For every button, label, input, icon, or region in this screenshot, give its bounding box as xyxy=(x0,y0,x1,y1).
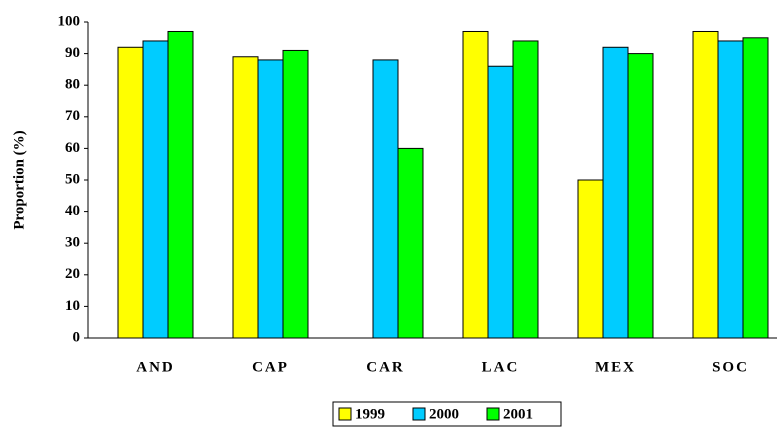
bar xyxy=(577,179,604,339)
bar xyxy=(717,40,744,339)
y-tick-label: 20 xyxy=(65,266,80,282)
bar xyxy=(167,30,194,339)
y-tick-label: 70 xyxy=(65,108,80,124)
y-tick-label: 100 xyxy=(58,13,81,29)
bar xyxy=(372,59,399,339)
bar xyxy=(117,46,144,339)
x-tick-label: CAP xyxy=(252,359,289,375)
y-tick-label: 90 xyxy=(65,45,80,61)
bar xyxy=(512,40,539,339)
bar xyxy=(692,30,719,339)
x-tick-label: MEX xyxy=(595,359,636,375)
bar xyxy=(257,59,284,339)
y-tick-label: 80 xyxy=(65,77,80,93)
bar xyxy=(602,46,629,339)
y-tick-label: 10 xyxy=(65,298,80,314)
bar xyxy=(282,49,309,339)
y-axis-label: Proportion (%) xyxy=(11,130,27,229)
legend-swatch xyxy=(486,407,500,421)
x-tick-label: SOC xyxy=(712,359,749,375)
bar xyxy=(232,56,259,339)
legend-label: 1999 xyxy=(355,406,385,422)
legend-label: 2001 xyxy=(503,406,533,422)
bar xyxy=(462,30,489,339)
x-tick-label: AND xyxy=(136,359,175,375)
legend-swatch xyxy=(338,407,352,421)
y-tick-label: 30 xyxy=(65,235,80,251)
bar xyxy=(487,65,514,339)
legend-box xyxy=(332,401,562,427)
bar xyxy=(742,37,769,339)
y-tick-label: 40 xyxy=(65,203,80,219)
y-tick-label: 60 xyxy=(65,140,80,156)
legend-label: 2000 xyxy=(429,406,459,422)
y-tick-label: 50 xyxy=(65,171,80,187)
y-tick-label: 0 xyxy=(73,329,81,345)
x-tick-label: CAR xyxy=(366,359,405,375)
bar xyxy=(142,40,169,339)
legend-swatch xyxy=(412,407,426,421)
bar xyxy=(397,147,424,339)
x-tick-label: LAC xyxy=(482,359,520,375)
bar xyxy=(627,53,654,339)
